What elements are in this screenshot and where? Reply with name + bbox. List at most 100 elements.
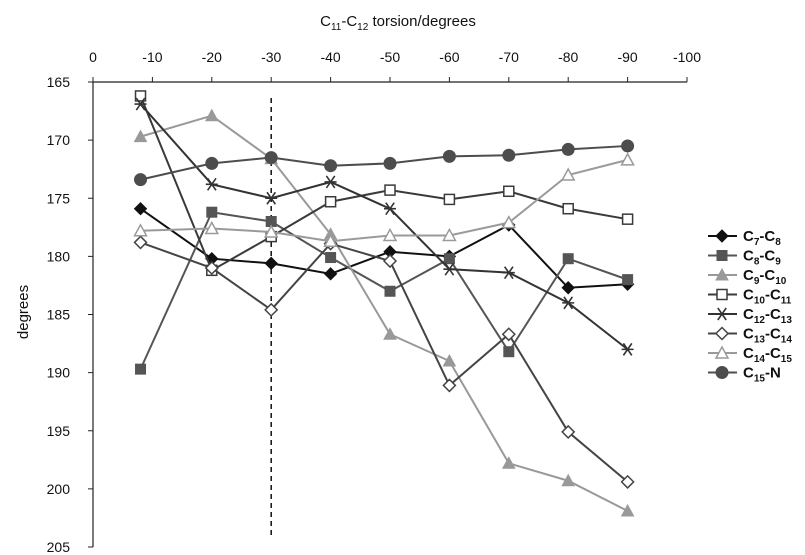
y-tick-label: 170	[47, 132, 71, 148]
data-point	[382, 253, 398, 269]
series-layer	[133, 90, 635, 517]
data-point	[622, 274, 634, 286]
data-point	[501, 327, 516, 342]
x-tick-label: 0	[89, 49, 97, 65]
series-line	[140, 114, 629, 512]
data-point	[562, 202, 574, 215]
data-point	[133, 223, 148, 237]
y-tick-label: 185	[47, 307, 71, 323]
series-2	[133, 108, 635, 517]
data-point	[324, 175, 337, 189]
data-point	[204, 108, 219, 122]
legend-label: C14-C15	[743, 345, 792, 365]
data-point	[561, 142, 575, 156]
data-point	[561, 424, 576, 439]
x-ticks: 0 -10 -20 -30 -40 -50 -60 -70 -80 -90 -100	[89, 49, 701, 82]
data-point	[502, 148, 516, 162]
data-point	[323, 267, 338, 281]
data-point	[501, 456, 516, 469]
series-1	[135, 206, 634, 375]
data-point	[620, 503, 635, 517]
data-point	[442, 378, 457, 393]
y-tick-label: 200	[47, 481, 71, 497]
legend-label: C13-C14	[743, 326, 792, 346]
legend-item: C10-C11	[708, 287, 792, 307]
legend-marker	[716, 288, 728, 301]
data-point	[443, 262, 456, 276]
data-point	[621, 342, 634, 356]
x-tick-label: -70	[499, 49, 519, 65]
data-point	[324, 195, 337, 208]
data-point	[323, 233, 338, 248]
data-point	[561, 281, 575, 295]
data-point	[133, 202, 148, 216]
legend-item: C8-C9	[708, 248, 781, 268]
data-point	[503, 185, 515, 198]
legend-item: C13-C14	[708, 326, 792, 346]
legend-item: C14-C15	[708, 345, 792, 365]
x-axis-title: C11-C12 torsion/degrees	[320, 13, 476, 33]
legend-item: C7-C8	[708, 228, 781, 248]
data-point	[443, 193, 456, 206]
data-point	[621, 213, 634, 225]
x-tick-label: -20	[202, 49, 222, 65]
x-tick-label: -90	[617, 49, 637, 65]
legend-marker	[716, 250, 728, 261]
legend: C7-C8C8-C9C9-C10C10-C11C12-C13C13-C14C14…	[708, 228, 792, 385]
data-point	[206, 206, 218, 218]
y-tick-label: 190	[47, 365, 71, 381]
x-tick-label: -100	[673, 49, 701, 65]
legend-marker	[714, 345, 730, 359]
legend-marker	[715, 267, 729, 281]
data-point	[264, 256, 278, 271]
data-point	[205, 177, 218, 191]
data-point	[620, 152, 635, 166]
data-point	[561, 473, 576, 487]
data-point	[503, 346, 515, 358]
x-tick-label: -80	[558, 49, 578, 65]
x-tick-label: -30	[261, 49, 281, 65]
data-point	[560, 167, 576, 181]
data-point	[205, 156, 219, 170]
legend-label: C12-C13	[743, 306, 792, 326]
data-point	[384, 184, 396, 196]
data-point	[134, 90, 147, 102]
y-axis-title: degrees	[15, 285, 32, 339]
legend-item: C15-N	[708, 365, 781, 385]
data-point	[442, 149, 456, 163]
data-point	[383, 327, 397, 340]
x-tick-label: -50	[380, 49, 400, 65]
y-tick-label: 180	[47, 248, 71, 264]
legend-label: C7-C8	[743, 228, 781, 248]
legend-marker	[715, 366, 729, 379]
legend-item: C12-C13	[708, 306, 792, 326]
legend-label: C8-C9	[743, 248, 781, 268]
series-4	[134, 97, 634, 356]
data-point	[133, 129, 148, 143]
data-point	[562, 253, 574, 265]
data-point	[382, 227, 398, 242]
data-point	[264, 302, 279, 317]
legend-label: C15-N	[743, 365, 781, 385]
y-tick-label: 195	[47, 423, 71, 439]
data-point	[264, 151, 278, 165]
data-point	[501, 215, 517, 229]
series-7	[134, 139, 635, 187]
data-point	[562, 296, 575, 310]
legend-marker	[714, 326, 730, 341]
y-tick-label: 175	[47, 190, 71, 206]
data-point	[620, 474, 635, 489]
x-tick-label: -40	[320, 49, 340, 65]
data-point	[134, 97, 147, 111]
y-ticks: 165 170 175 180 185 190 195 200 205	[47, 74, 93, 555]
y-tick-label: 165	[47, 74, 71, 90]
data-point	[134, 173, 148, 187]
data-point	[263, 224, 279, 238]
legend-item: C9-C10	[708, 267, 787, 287]
x-tick-label: -60	[439, 49, 459, 65]
x-tick-label: -10	[142, 49, 162, 65]
legend-marker	[715, 229, 729, 243]
data-point	[442, 227, 457, 242]
legend-label: C10-C11	[743, 287, 792, 307]
